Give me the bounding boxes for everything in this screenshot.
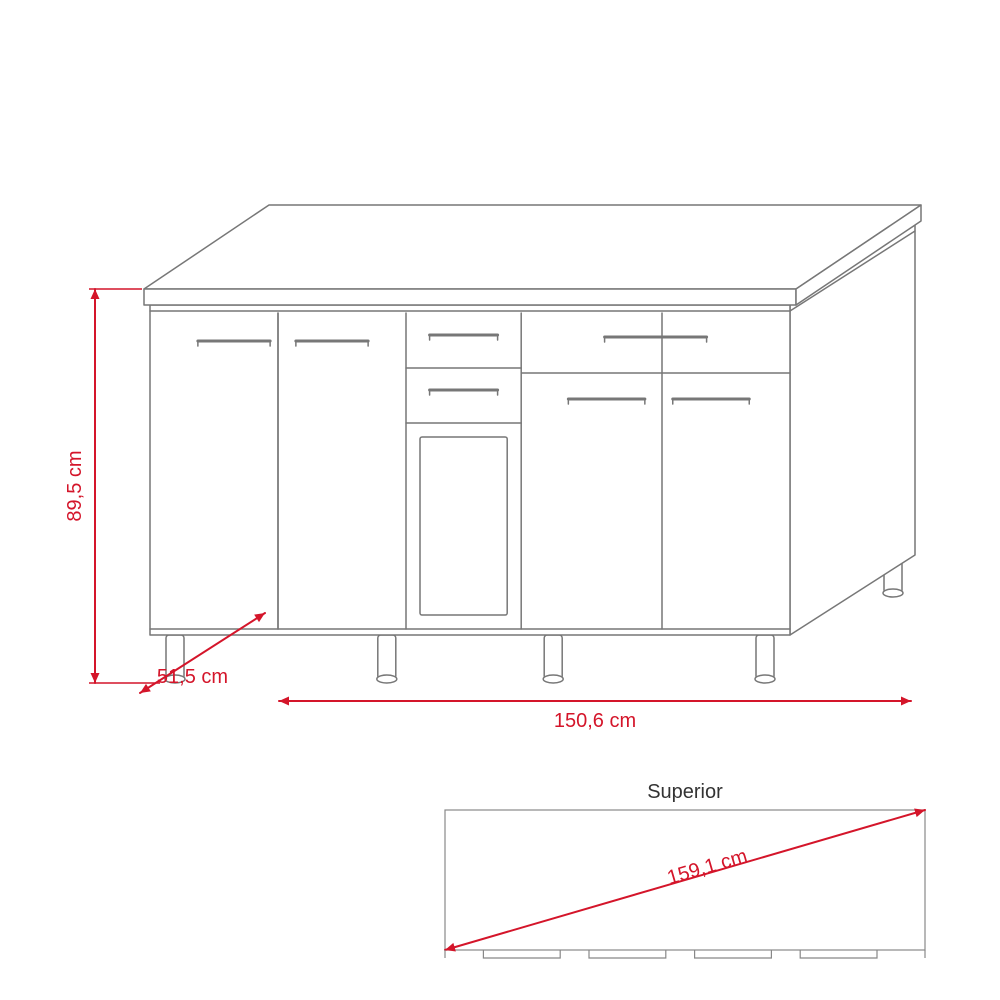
dim-depth: 51,5 cm	[157, 666, 228, 688]
dim-width: 150,6 cm	[554, 710, 636, 732]
label-superior: Superior	[647, 781, 723, 803]
dim-height: 89,5 cm	[64, 450, 86, 521]
dim-diagonal: 159,1 cm	[665, 845, 750, 889]
